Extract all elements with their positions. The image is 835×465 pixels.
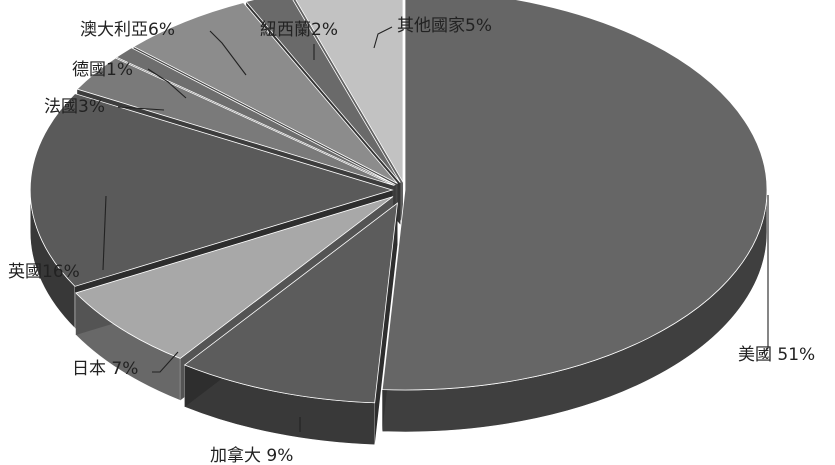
pie-slice-top-7 bbox=[245, 0, 401, 183]
slice-label-8: 其他國家5% bbox=[397, 16, 492, 36]
slice-label-3: 英國16% bbox=[8, 262, 80, 282]
slice-labels: 美國 51% 加拿大 9% 日本 7% 英國16% 法國3% 德國1% 澳大利亞6% 紐西蘭2… bbox=[8, 16, 815, 465]
leader-line-0 bbox=[761, 195, 769, 355]
pie-slices bbox=[29, 0, 768, 446]
leader-line-4 bbox=[117, 106, 165, 111]
leader-line-6 bbox=[209, 30, 247, 76]
slice-label-5: 德國1% bbox=[72, 60, 133, 80]
slice-label-6: 澳大利亞6% bbox=[80, 20, 175, 40]
slice-label-1: 加拿大 9% bbox=[210, 445, 293, 465]
pie-slice-1 bbox=[183, 202, 398, 446]
leader-line-5 bbox=[147, 68, 187, 99]
pie-slice-top-1 bbox=[183, 202, 398, 404]
leader-line-3 bbox=[102, 195, 107, 271]
pie-slice-top-0 bbox=[381, 0, 768, 391]
leader-lines bbox=[102, 26, 769, 432]
pie-slice-top-4 bbox=[76, 57, 395, 186]
slice-label-7: 紐西蘭2% bbox=[260, 20, 338, 40]
slice-label-4: 法國3% bbox=[44, 97, 105, 117]
pie-slice-0 bbox=[381, 0, 768, 433]
pie-slice-wall-1-0 bbox=[374, 203, 398, 445]
pie-slice-top-6 bbox=[132, 2, 398, 184]
pie-slice-top-5 bbox=[115, 47, 396, 186]
leader-line-2 bbox=[152, 351, 179, 373]
leader-line-8 bbox=[373, 26, 393, 49]
slice-label-2: 日本 7% bbox=[72, 359, 138, 379]
pie-slice-top-8 bbox=[295, 0, 404, 184]
pie-slice-top-3 bbox=[29, 93, 394, 287]
slice-label-0: 美國 51% bbox=[738, 345, 815, 365]
